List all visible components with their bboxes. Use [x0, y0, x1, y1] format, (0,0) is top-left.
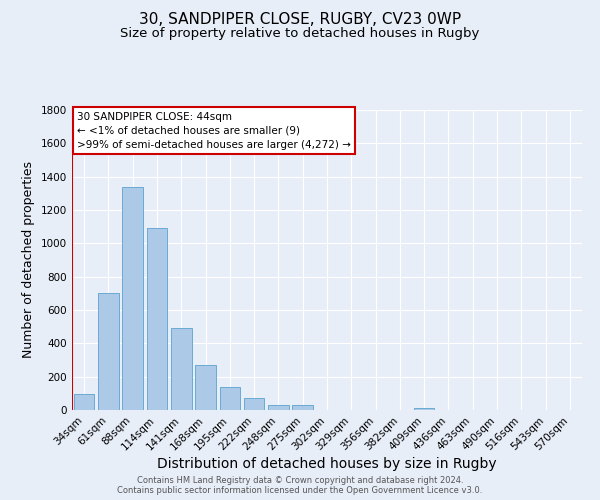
- Bar: [74, 394, 94, 410]
- Bar: [98, 294, 119, 410]
- Text: Size of property relative to detached houses in Rugby: Size of property relative to detached ho…: [121, 28, 479, 40]
- Bar: [146, 228, 167, 410]
- Y-axis label: Number of detached properties: Number of detached properties: [22, 162, 35, 358]
- Bar: [292, 404, 313, 410]
- Bar: [244, 398, 265, 410]
- Bar: [122, 186, 143, 410]
- Bar: [195, 366, 216, 410]
- Bar: [220, 386, 240, 410]
- Text: Contains HM Land Registry data © Crown copyright and database right 2024.
Contai: Contains HM Land Registry data © Crown c…: [118, 476, 482, 495]
- Text: 30 SANDPIPER CLOSE: 44sqm
← <1% of detached houses are smaller (9)
>99% of semi-: 30 SANDPIPER CLOSE: 44sqm ← <1% of detac…: [77, 112, 351, 150]
- Bar: [268, 404, 289, 410]
- X-axis label: Distribution of detached houses by size in Rugby: Distribution of detached houses by size …: [157, 458, 497, 471]
- Bar: [414, 408, 434, 410]
- Bar: [171, 328, 191, 410]
- Text: 30, SANDPIPER CLOSE, RUGBY, CV23 0WP: 30, SANDPIPER CLOSE, RUGBY, CV23 0WP: [139, 12, 461, 28]
